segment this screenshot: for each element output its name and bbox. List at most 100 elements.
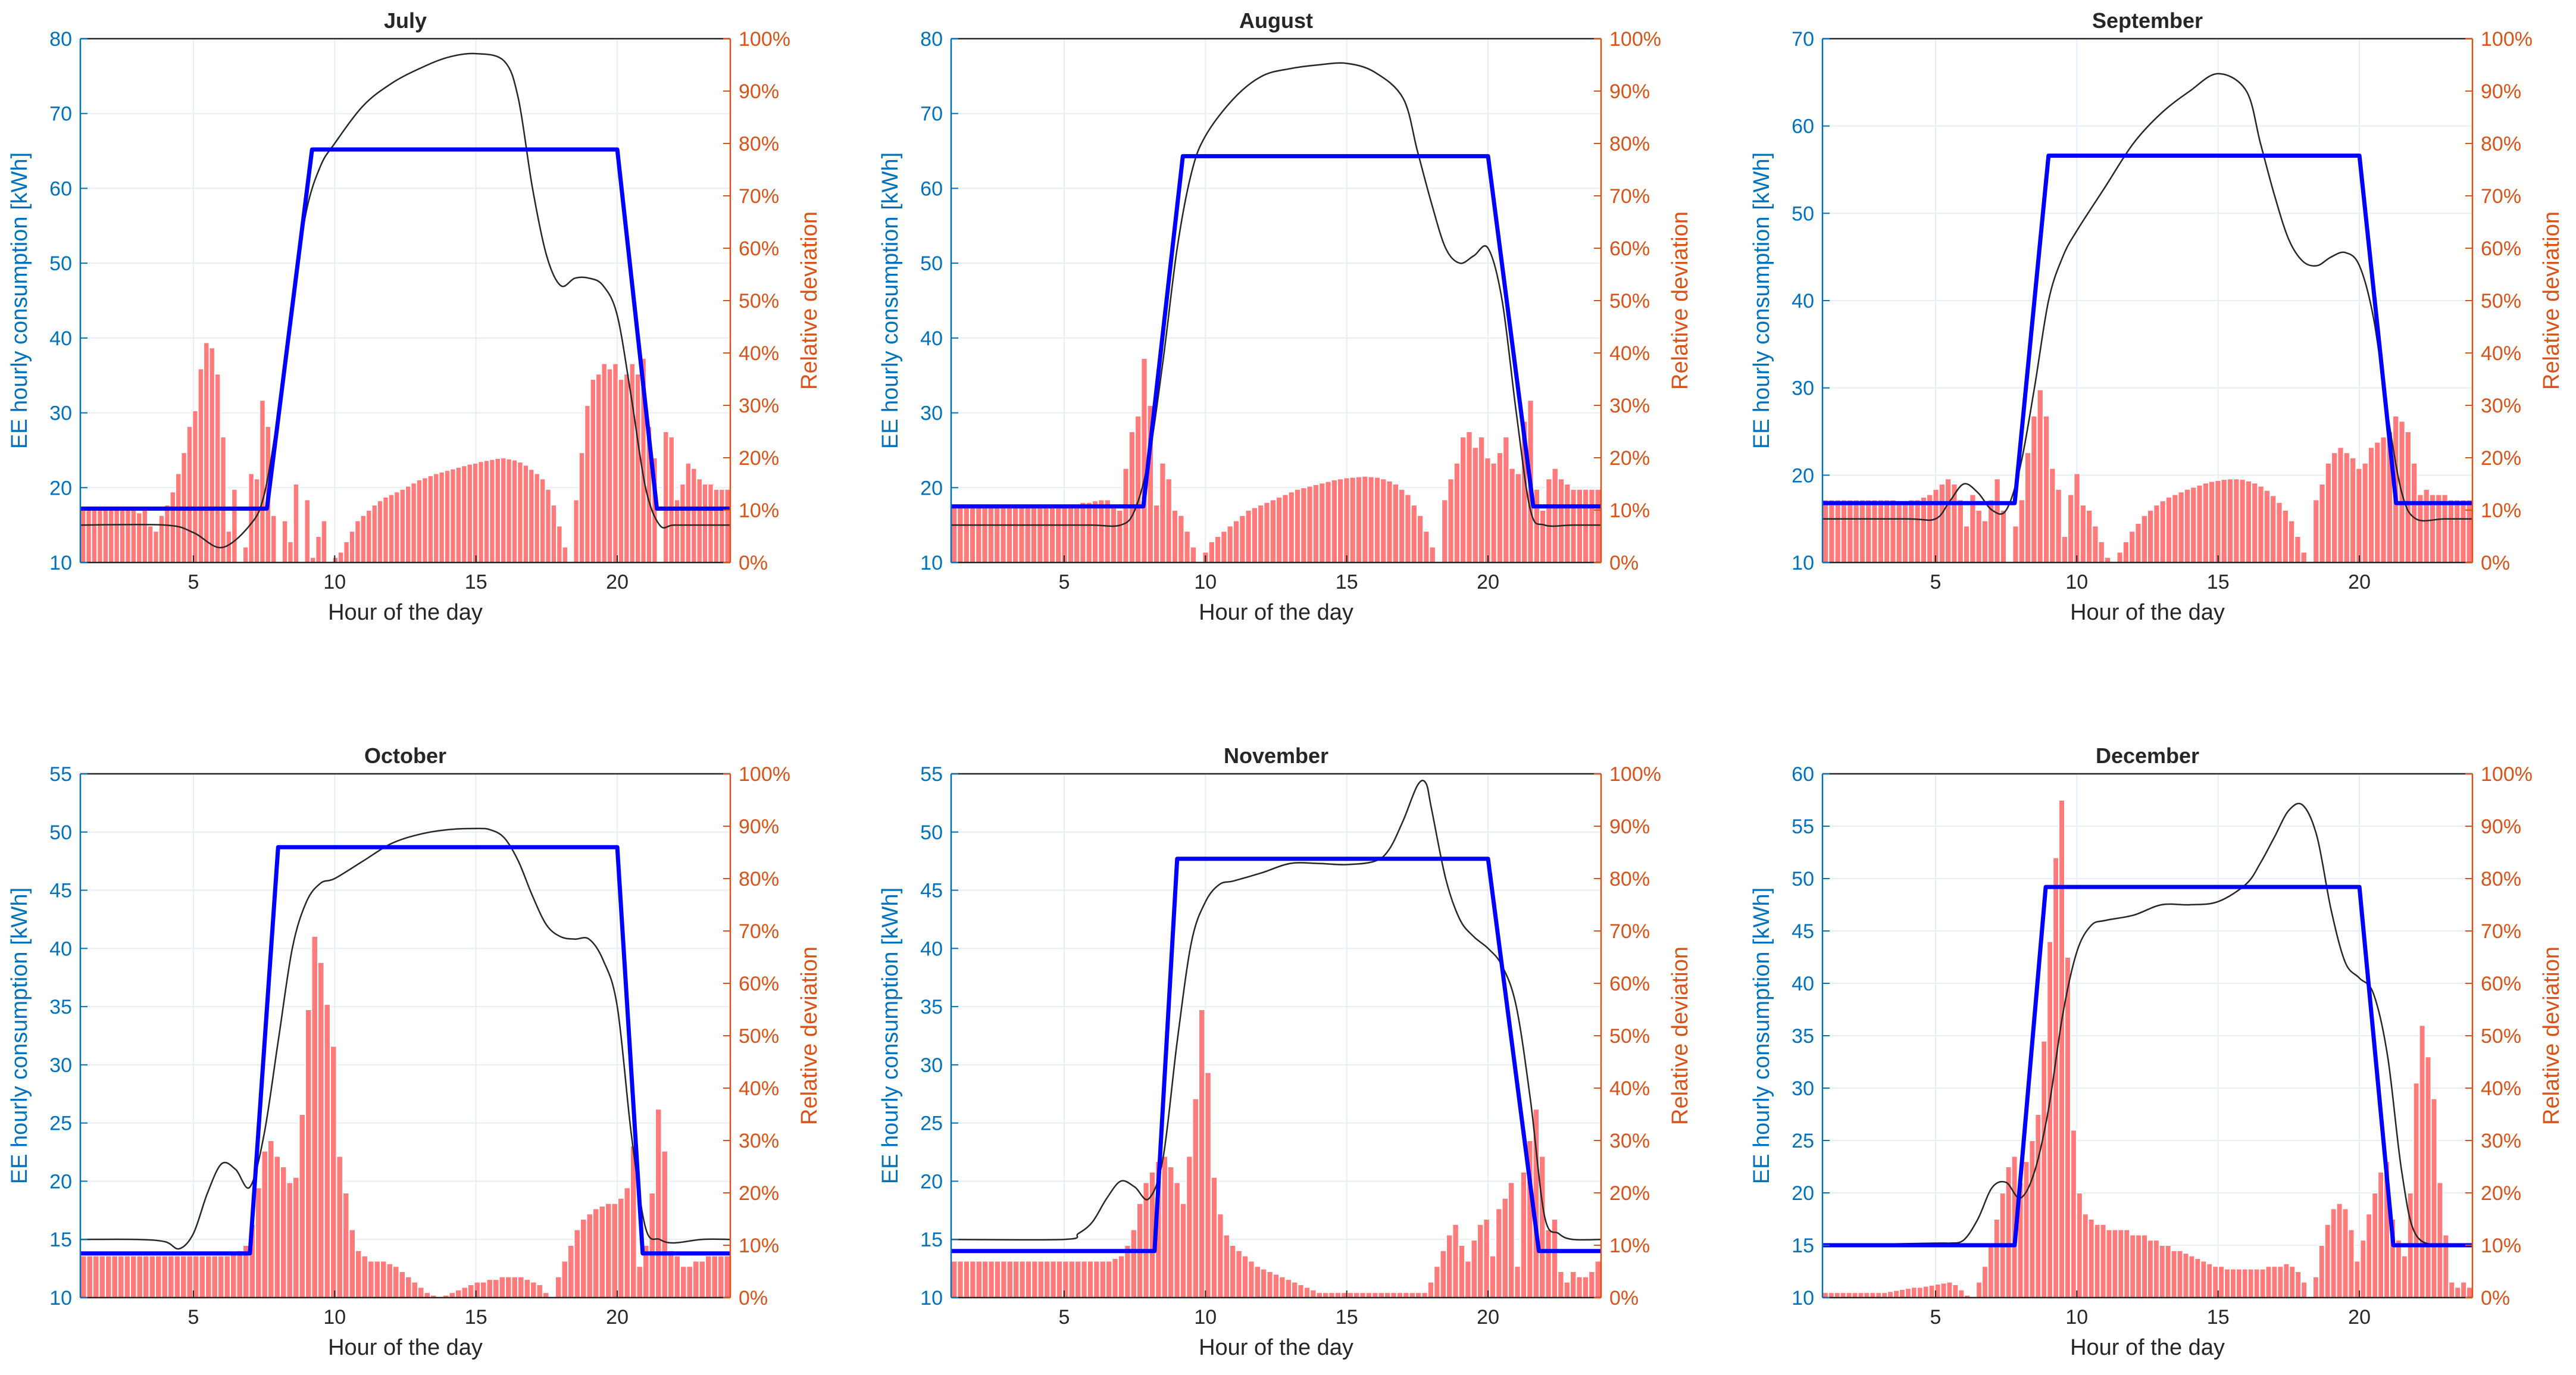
deviation-bar xyxy=(500,457,507,563)
deviation-bar xyxy=(1932,488,1940,563)
deviation-bar xyxy=(2269,495,2277,563)
deviation-bar xyxy=(1993,1218,2000,1298)
deviation-bar xyxy=(517,1276,525,1299)
deviation-bar xyxy=(2341,1208,2349,1299)
right-y-tick-label: 70% xyxy=(2481,185,2521,208)
deviation-bar xyxy=(242,546,249,563)
deviation-bar xyxy=(598,1205,606,1298)
deviation-bar xyxy=(522,464,530,563)
x-tick-label: 15 xyxy=(2207,571,2230,593)
deviation-bar xyxy=(536,1284,543,1298)
deviation-bar xyxy=(1993,478,2001,564)
deviation-bar xyxy=(573,499,580,564)
deviation-bar xyxy=(2247,1268,2255,1299)
deviation-bar xyxy=(292,1176,300,1298)
deviation-bar xyxy=(1161,1155,1168,1299)
deviation-bar xyxy=(2229,1268,2237,1299)
deviation-bar xyxy=(1883,499,1891,564)
deviation-bar xyxy=(1036,504,1044,564)
deviation-bar xyxy=(2030,415,2038,563)
deviation-bar xyxy=(2188,1255,2196,1299)
left-y-axis-label: EE hourly consumption [kWh] xyxy=(878,888,903,1184)
right-y-tick-label: 40% xyxy=(1609,1077,1650,1100)
deviation-bar xyxy=(1846,499,1854,564)
deviation-bar xyxy=(1839,1292,1847,1298)
deviation-bar xyxy=(1439,1249,1448,1299)
deviation-bar xyxy=(1111,1258,1119,1298)
left-y-tick-label: 20 xyxy=(49,477,72,499)
deviation-bar xyxy=(203,342,210,564)
deviation-bar xyxy=(1257,504,1265,564)
panel-title: October xyxy=(364,743,446,768)
deviation-bar xyxy=(2436,1182,2444,1299)
deviation-bar xyxy=(1179,1202,1187,1298)
left-y-tick-label: 20 xyxy=(1792,1182,1814,1205)
deviation-bar xyxy=(280,1166,287,1298)
deviation-bar xyxy=(2253,1268,2261,1299)
deviation-bar xyxy=(1361,475,1369,563)
deviation-bar xyxy=(1122,467,1130,563)
deviation-bar xyxy=(2075,1192,2083,1298)
deviation-bar xyxy=(1048,504,1056,564)
deviation-bar xyxy=(2226,478,2234,564)
deviation-bar xyxy=(214,373,221,563)
deviation-bar xyxy=(1962,525,1971,564)
panel-title: November xyxy=(1224,743,1328,768)
right-y-tick-label: 100% xyxy=(2481,28,2533,51)
deviation-bar xyxy=(2466,1286,2473,1298)
deviation-bar xyxy=(1398,488,1406,563)
deviation-bar xyxy=(2018,499,2025,564)
deviation-bar xyxy=(1840,499,1848,564)
deviation-bar xyxy=(1208,540,1215,563)
deviation-bar xyxy=(108,510,115,563)
deviation-bar xyxy=(211,1255,218,1299)
deviation-bar xyxy=(2171,493,2179,563)
deviation-bar xyxy=(679,483,686,563)
deviation-bar xyxy=(2365,1213,2373,1298)
deviation-bar xyxy=(230,1252,237,1298)
deviation-bar xyxy=(2374,441,2381,563)
panel-title: September xyxy=(2092,8,2203,33)
deviation-bar xyxy=(197,368,205,564)
right-y-axis-label: Relative deviation xyxy=(1668,946,1693,1125)
deviation-bar xyxy=(380,1260,387,1298)
panel-november: 5 10 15 20 10 15 20 25 30 35 40 45 50 55 0% 10% 20% 30% 40… xyxy=(878,743,1693,1360)
deviation-bar xyxy=(589,379,597,563)
deviation-bar xyxy=(606,368,614,564)
deviation-bar xyxy=(981,504,989,564)
deviation-bar xyxy=(1260,1268,1268,1299)
deviation-bar xyxy=(1272,1273,1280,1298)
deviation-bar xyxy=(1958,1289,1965,1299)
right-y-tick-label: 10% xyxy=(2481,1235,2521,1257)
deviation-bar xyxy=(1570,488,1577,563)
deviation-bar xyxy=(2412,1082,2420,1298)
deviation-bar xyxy=(124,510,132,563)
x-tick-label: 5 xyxy=(187,571,199,593)
deviation-bar xyxy=(1441,499,1449,564)
deviation-bar xyxy=(1276,496,1283,563)
deviation-bar xyxy=(486,1279,493,1298)
deviation-bar xyxy=(1359,1292,1367,1298)
deviation-bars xyxy=(951,357,1602,564)
left-y-tick-label: 15 xyxy=(920,1229,943,1251)
deviation-bar xyxy=(550,504,558,564)
right-y-tick-label: 20% xyxy=(2481,1182,2521,1205)
right-y-tick-label: 10% xyxy=(1609,499,1650,522)
deviation-bar xyxy=(2046,940,2054,1298)
deviation-bar xyxy=(348,530,356,564)
deviation-bar xyxy=(2208,480,2216,563)
left-y-tick-label: 45 xyxy=(49,880,72,902)
deviation-bar xyxy=(186,1255,193,1299)
deviation-bar xyxy=(2418,1024,2426,1299)
deviation-bar xyxy=(455,466,462,564)
deviation-bar xyxy=(2430,1098,2438,1298)
deviation-bar xyxy=(292,483,300,563)
deviation-bar xyxy=(270,514,277,563)
deviation-bar xyxy=(2394,1239,2402,1298)
deviation-bar xyxy=(223,1255,231,1299)
deviation-bar xyxy=(1226,525,1234,564)
deviation-bar xyxy=(2064,957,2071,1298)
deviation-bar xyxy=(601,362,608,563)
deviation-bar xyxy=(461,1286,468,1298)
left-y-tick-label: 30 xyxy=(49,1054,72,1077)
